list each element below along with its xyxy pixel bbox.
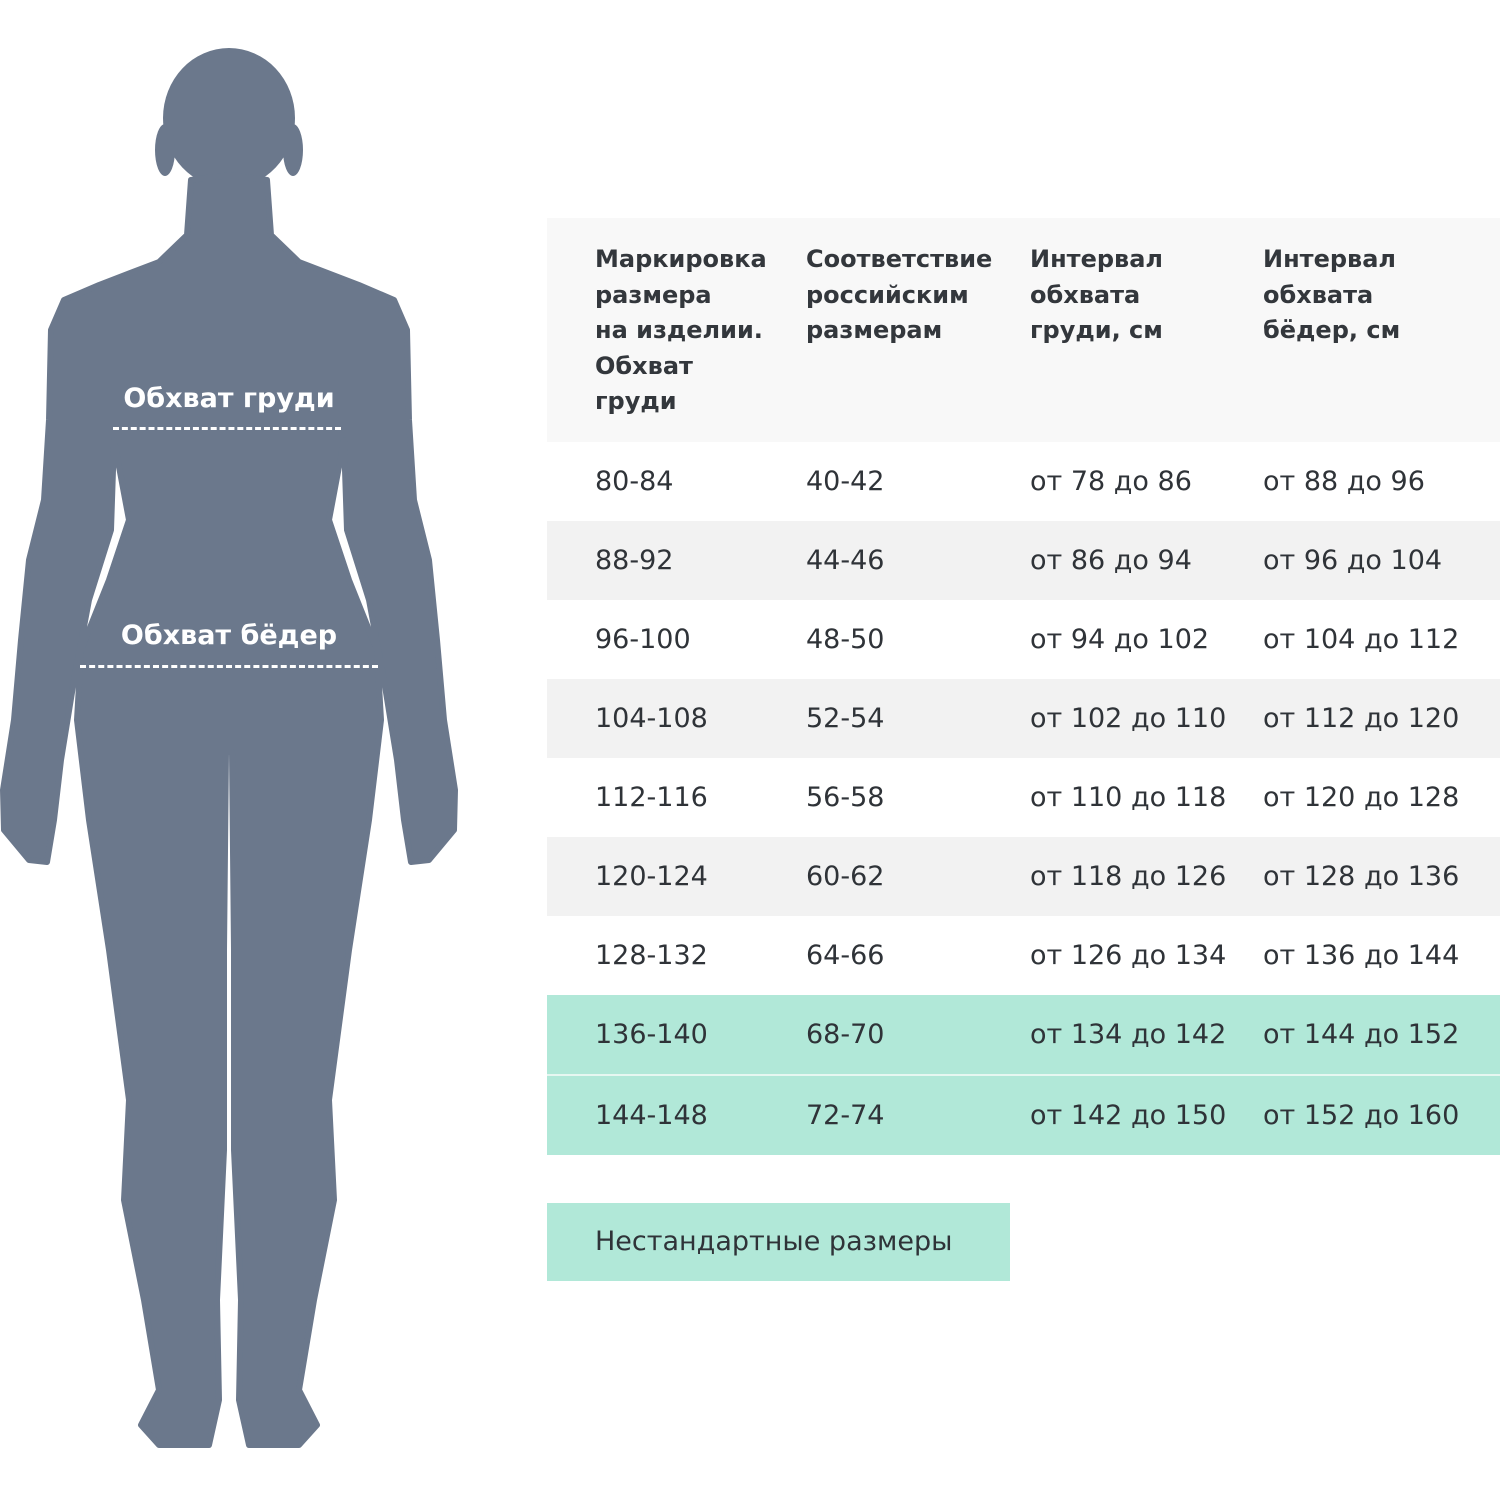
header-line: обхвата bbox=[1263, 280, 1374, 309]
chest-range-cell: от 78 до 86 bbox=[1030, 466, 1192, 497]
header-line: бёдер, см bbox=[1263, 316, 1401, 344]
size-marking-cell: 120-124 bbox=[595, 861, 708, 892]
size-marking-cell: 80-84 bbox=[595, 466, 674, 497]
header-chest-range: Интервал обхвата груди, см bbox=[1030, 242, 1163, 349]
header-line: размерам bbox=[806, 316, 943, 344]
chest-range-cell: от 94 до 102 bbox=[1030, 624, 1210, 655]
russian-size-cell: 68-70 bbox=[806, 1019, 885, 1050]
size-marking-cell: 104-108 bbox=[595, 703, 708, 734]
table-row: 112-116 56-58 от 110 до 118 от 120 до 128 bbox=[547, 758, 1500, 837]
russian-size-cell: 72-74 bbox=[806, 1100, 885, 1131]
chest-range-cell: от 142 до 150 bbox=[1030, 1100, 1227, 1131]
hips-range-cell: от 128 до 136 bbox=[1263, 861, 1460, 892]
header-russian-size: Соответствие российским размерам bbox=[806, 242, 992, 349]
size-marking-cell: 136-140 bbox=[595, 1019, 708, 1050]
hips-range-cell: от 96 до 104 bbox=[1263, 545, 1443, 576]
hips-label: Обхват бёдер bbox=[120, 620, 338, 651]
table-row: 88-92 44-46 от 86 до 94 от 96 до 104 bbox=[547, 521, 1500, 600]
table-row: 80-84 40-42 от 78 до 86 от 88 до 96 bbox=[547, 442, 1500, 521]
chest-range-cell: от 134 до 142 bbox=[1030, 1019, 1227, 1050]
russian-size-cell: 44-46 bbox=[806, 545, 885, 576]
header-line: российским bbox=[806, 280, 969, 309]
size-marking-cell: 96-100 bbox=[595, 624, 691, 655]
size-marking-cell: 88-92 bbox=[595, 545, 674, 576]
header-line: обхвата bbox=[1030, 280, 1141, 309]
table-row: 96-100 48-50 от 94 до 102 от 104 до 112 bbox=[547, 600, 1500, 679]
header-line: груди bbox=[595, 387, 677, 415]
hips-range-cell: от 144 до 152 bbox=[1263, 1019, 1460, 1050]
header-hips-range: Интервал обхвата бёдер, см bbox=[1263, 242, 1400, 349]
chest-dashed-line bbox=[113, 427, 341, 430]
header-size-marking: Маркировка размера на изделии. Обхват груди bbox=[595, 242, 767, 420]
hips-range-cell: от 120 до 128 bbox=[1263, 782, 1460, 813]
female-silhouette-icon bbox=[0, 48, 458, 1448]
body-silhouette-figure: Обхват груди Обхват бёдер bbox=[0, 0, 520, 1500]
russian-size-cell: 60-62 bbox=[806, 861, 885, 892]
chest-range-cell: от 102 до 110 bbox=[1030, 703, 1227, 734]
header-line: Интервал bbox=[1030, 245, 1163, 273]
hips-range-cell: от 88 до 96 bbox=[1263, 466, 1425, 497]
size-table: Маркировка размера на изделии. Обхват груди … bbox=[547, 218, 1500, 1155]
table-row: 128-132 64-66 от 126 до 134 от 136 до 144 bbox=[547, 916, 1500, 995]
header-line: груди, см bbox=[1030, 316, 1163, 344]
chest-range-cell: от 110 до 118 bbox=[1030, 782, 1227, 813]
russian-size-cell: 52-54 bbox=[806, 703, 885, 734]
chest-range-cell: от 126 до 134 bbox=[1030, 940, 1227, 971]
hips-range-cell: от 136 до 144 bbox=[1263, 940, 1460, 971]
header-line: на изделии. bbox=[595, 316, 763, 344]
russian-size-cell: 56-58 bbox=[806, 782, 885, 813]
header-line: Обхват bbox=[595, 351, 693, 380]
russian-size-cell: 48-50 bbox=[806, 624, 885, 655]
chest-range-cell: от 86 до 94 bbox=[1030, 545, 1192, 576]
header-line: Интервал bbox=[1263, 245, 1396, 273]
table-body: 80-84 40-42 от 78 до 86 от 88 до 96 88-92 44-… bbox=[547, 442, 1500, 1155]
hips-range-cell: от 152 до 160 bbox=[1263, 1100, 1460, 1131]
table-row: 136-140 68-70 от 134 до 142 от 144 до 152 bbox=[547, 995, 1500, 1074]
table-row: 120-124 60-62 от 118 до 126 от 128 до 136 bbox=[547, 837, 1500, 916]
size-marking-cell: 144-148 bbox=[595, 1100, 708, 1131]
russian-size-cell: 64-66 bbox=[806, 940, 885, 971]
hips-range-cell: от 112 до 120 bbox=[1263, 703, 1460, 734]
table-row: 144-148 72-74 от 142 до 150 от 152 до 160 bbox=[547, 1074, 1500, 1155]
nonstandard-sizes-button[interactable]: Нестандартные размеры bbox=[547, 1203, 1010, 1281]
table-row: 104-108 52-54 от 102 до 110 от 112 до 120 bbox=[547, 679, 1500, 758]
header-line: Маркировка bbox=[595, 245, 767, 273]
size-marking-cell: 112-116 bbox=[595, 782, 708, 813]
size-marking-cell: 128-132 bbox=[595, 940, 708, 971]
hips-range-cell: от 104 до 112 bbox=[1263, 624, 1460, 655]
chest-range-cell: от 118 до 126 bbox=[1030, 861, 1227, 892]
chest-label: Обхват груди bbox=[123, 383, 335, 414]
table-header: Маркировка размера на изделии. Обхват груди … bbox=[547, 218, 1500, 442]
header-line: Соответствие bbox=[806, 245, 993, 273]
header-line: размера bbox=[595, 280, 712, 309]
hips-dashed-line bbox=[80, 665, 378, 668]
russian-size-cell: 40-42 bbox=[806, 466, 885, 497]
